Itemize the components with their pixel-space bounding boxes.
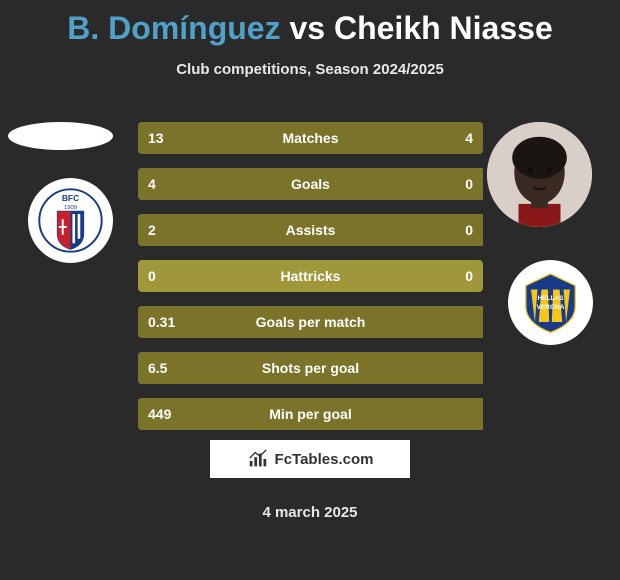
- watermark-text: FcTables.com: [275, 451, 374, 468]
- stat-value-right: 0: [465, 268, 473, 284]
- stat-label: Assists: [286, 222, 336, 238]
- subtitle: Club competitions, Season 2024/2025: [0, 61, 620, 78]
- chart-icon: [247, 448, 269, 470]
- stat-row: 4 0 Goals: [138, 168, 483, 200]
- date: 4 march 2025: [262, 504, 357, 521]
- player1-club-badge: BFC 1909: [28, 178, 113, 263]
- player1-name: B. Domínguez: [67, 10, 280, 46]
- stat-row: 0.31 Goals per match: [138, 306, 483, 338]
- stat-label: Goals per match: [256, 314, 366, 330]
- stat-row: 449 Min per goal: [138, 398, 483, 430]
- stat-label: Shots per goal: [262, 360, 359, 376]
- stat-fill-left: [138, 122, 400, 154]
- svg-text:VERONA: VERONA: [537, 304, 565, 311]
- stat-value-left: 13: [148, 130, 164, 146]
- stat-label: Min per goal: [269, 406, 351, 422]
- watermark: FcTables.com: [210, 440, 410, 478]
- stat-value-left: 4: [148, 176, 156, 192]
- stat-value-right: 4: [465, 130, 473, 146]
- svg-text:BFC: BFC: [62, 193, 79, 203]
- stats-container: 13 4 Matches 4 0 Goals 2 0 Assists 0 0 Hattricks 0.3…: [138, 122, 483, 444]
- stat-value-left: 2: [148, 222, 156, 238]
- stat-value-left: 6.5: [148, 360, 167, 376]
- player2-avatar: [487, 122, 592, 227]
- verona-badge-icon: HELLAS VERONA: [518, 270, 583, 335]
- player2-name: Cheikh Niasse: [334, 10, 553, 46]
- svg-text:1909: 1909: [64, 205, 77, 211]
- stat-value-right: 0: [465, 222, 473, 238]
- player2-club-badge: HELLAS VERONA: [508, 260, 593, 345]
- stat-row: 13 4 Matches: [138, 122, 483, 154]
- player2-face: [487, 122, 592, 227]
- stat-value-left: 0.31: [148, 314, 175, 330]
- stat-value-left: 0: [148, 268, 156, 284]
- player1-avatar: [8, 122, 113, 150]
- stat-row: 0 0 Hattricks: [138, 260, 483, 292]
- stat-value-left: 449: [148, 406, 171, 422]
- comparison-title: B. Domínguez vs Cheikh Niasse: [0, 0, 620, 47]
- stat-label: Goals: [291, 176, 330, 192]
- vs-text: vs: [289, 10, 325, 46]
- bologna-badge-icon: BFC 1909: [38, 188, 103, 253]
- svg-text:HELLAS: HELLAS: [538, 295, 565, 302]
- stat-value-right: 0: [465, 176, 473, 192]
- stat-row: 6.5 Shots per goal: [138, 352, 483, 384]
- stat-label: Matches: [282, 130, 338, 146]
- stat-row: 2 0 Assists: [138, 214, 483, 246]
- stat-label: Hattricks: [281, 268, 341, 284]
